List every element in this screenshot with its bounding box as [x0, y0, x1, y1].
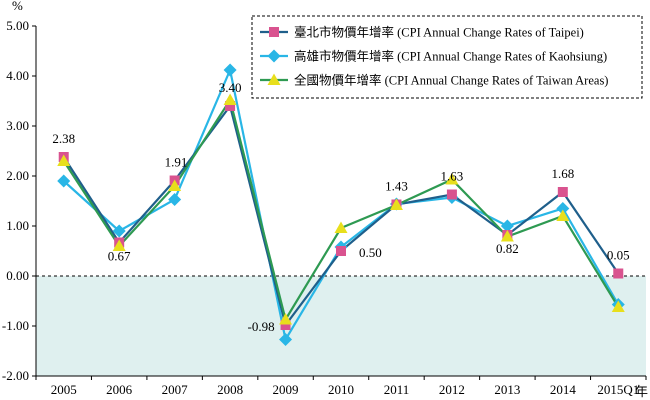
- data-point-diamond: [279, 333, 293, 346]
- y-tick-label: -1.00: [2, 318, 29, 333]
- legend-marker: [267, 49, 281, 63]
- y-tick-label: 2.00: [6, 168, 29, 183]
- data-point-triangle: [223, 93, 237, 105]
- y-tick-label: 1.00: [6, 218, 29, 233]
- data-point-diamond: [500, 219, 514, 233]
- data-point-diamond: [168, 193, 182, 206]
- data-point-square: [280, 320, 291, 330]
- data-label: 1.68: [551, 166, 574, 181]
- data-label: 1.91: [165, 155, 188, 170]
- legend-entry: 臺北市物價年增率 (CPI Annual Change Rates of Tai…: [294, 25, 584, 40]
- data-point-triangle: [334, 221, 348, 233]
- data-label: 1.63: [441, 169, 464, 184]
- data-point-square: [225, 101, 236, 111]
- legend: 臺北市物價年增率 (CPI Annual Change Rates of Tai…: [251, 15, 643, 99]
- data-point-triangle: [611, 300, 625, 312]
- data-point-diamond: [57, 174, 71, 188]
- data-label: 2.38: [52, 131, 75, 146]
- legend-entry: 全國物價年增率 (CPI Annual Change Rates of Taiw…: [294, 73, 608, 88]
- data-point-diamond: [223, 63, 237, 77]
- data-point-triangle: [279, 313, 293, 325]
- x-tick-label: 2008: [217, 382, 243, 397]
- data-label: 0.67: [108, 249, 131, 264]
- data-point-square: [557, 187, 568, 197]
- legend-marker: [267, 73, 281, 85]
- data-label: 3.40: [219, 80, 242, 95]
- y-tick-label: 0.00: [6, 268, 29, 283]
- x-tick-label: 2007: [162, 382, 189, 397]
- data-point-triangle: [57, 154, 71, 166]
- x-tick-label: 2010: [328, 382, 354, 397]
- data-point-diamond: [112, 224, 126, 238]
- x-tick-label: 2014: [550, 382, 577, 397]
- x-unit-label: 年: [635, 384, 648, 399]
- data-point-triangle: [445, 173, 459, 185]
- x-tick-label: 2013: [494, 382, 520, 397]
- legend-marker: [269, 27, 279, 37]
- y-tick-label: -2.00: [2, 368, 29, 383]
- data-point-square: [336, 246, 346, 256]
- x-tick-label: 2012: [439, 382, 465, 397]
- x-tick-label: 2009: [273, 382, 299, 397]
- legend-box: [251, 15, 643, 99]
- x-tick-label: 2005: [51, 382, 77, 397]
- x-tick-label: 2015Q1: [597, 382, 639, 397]
- data-label: 0.50: [359, 245, 382, 260]
- data-label: 1.43: [385, 179, 408, 194]
- x-tick-label: 2011: [384, 382, 410, 397]
- x-tick-label: 2006: [106, 382, 133, 397]
- y-unit-label: %: [12, 0, 23, 13]
- data-point-triangle: [556, 209, 570, 221]
- y-tick-label: 4.00: [6, 68, 29, 83]
- data-point-triangle: [389, 198, 403, 210]
- data-label: 0.82: [496, 241, 519, 256]
- legend-entry: 高雄市物價年增率 (CPI Annual Change Rates of Kao…: [294, 49, 607, 64]
- data-label: -0.98: [248, 319, 275, 334]
- data-point-triangle: [112, 239, 126, 251]
- data-label: 0.05: [607, 248, 630, 263]
- data-point-square: [446, 189, 457, 200]
- data-point-square: [613, 268, 624, 279]
- data-point-diamond: [556, 202, 570, 215]
- data-point-triangle: [500, 230, 514, 242]
- data-point-triangle: [168, 179, 182, 191]
- y-tick-label: 3.00: [6, 118, 29, 133]
- negative-region: [36, 276, 646, 376]
- y-tick-label: 5.00: [6, 18, 29, 33]
